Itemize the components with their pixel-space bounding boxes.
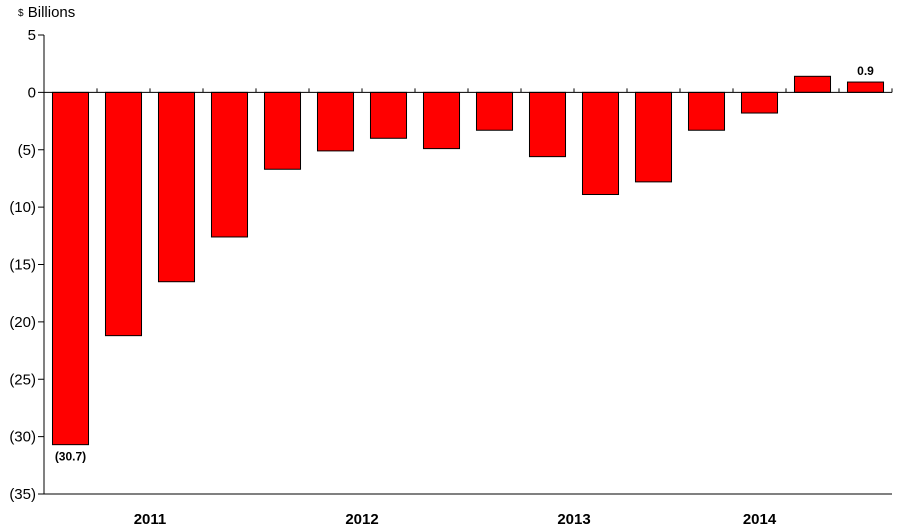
bar (740, 91, 779, 114)
bar (687, 91, 726, 131)
y-axis-ticks: 5 0 (5) (10) (15) (20) (25) (30) (35) (9, 27, 44, 503)
y-tick-label: (35) (9, 486, 36, 503)
bar (793, 75, 832, 93)
bar (157, 91, 196, 283)
y-tick-label: 0 (28, 84, 36, 101)
y-tick-label: (30) (9, 429, 36, 446)
y-tick-label: (15) (9, 257, 36, 274)
year-label: 2011 (134, 511, 167, 528)
bar (369, 91, 408, 139)
y-tick-label: (20) (9, 314, 36, 331)
y-tick-label: (10) (9, 199, 36, 216)
bar (634, 91, 673, 183)
x-axis-year-labels: 2011 2012 2013 2014 (134, 511, 777, 528)
bar (581, 91, 620, 196)
bar (316, 91, 355, 152)
bar (263, 91, 302, 170)
bar (422, 91, 461, 150)
bar (210, 91, 249, 238)
bar (846, 81, 885, 93)
data-label: (30.7) (55, 450, 86, 464)
bar (528, 91, 567, 158)
currency-symbol: $ (18, 8, 24, 19)
year-label: 2012 (345, 511, 378, 528)
y-tick-label: 5 (28, 27, 36, 44)
y-axis-label: Billions (27, 4, 76, 21)
x-axis-ticks (43, 88, 893, 93)
y-axis-unit-label: $ Billions (18, 4, 75, 21)
bar (475, 91, 514, 131)
y-tick-label: (5) (18, 142, 36, 159)
y-tick-label: (25) (9, 371, 36, 388)
bars (51, 75, 885, 446)
bar (51, 91, 90, 446)
year-label: 2013 (557, 511, 590, 528)
data-label: 0.9 (857, 64, 874, 78)
data-labels: (30.7) 0.9 (55, 64, 874, 464)
bar (104, 91, 143, 337)
year-label: 2014 (743, 511, 777, 528)
